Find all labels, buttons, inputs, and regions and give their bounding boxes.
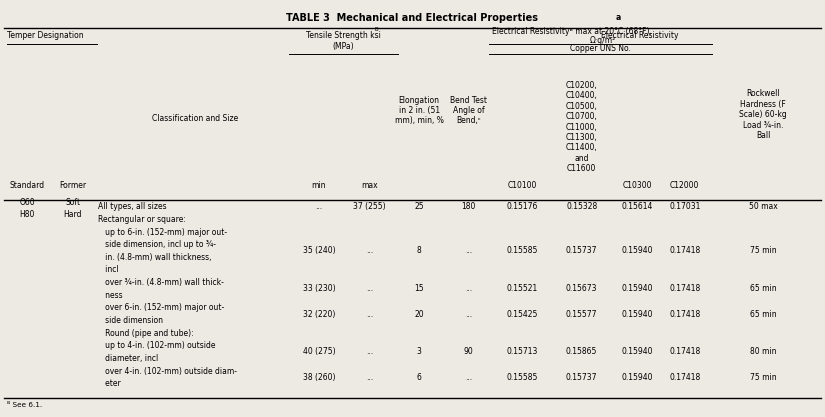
Text: in. (4.8-mm) wall thickness,: in. (4.8-mm) wall thickness, [98, 253, 212, 262]
Text: over 6-in. (152-mm) major out-: over 6-in. (152-mm) major out- [98, 304, 224, 312]
Text: All types, all sizes: All types, all sizes [98, 202, 167, 211]
Text: ...: ... [315, 202, 323, 211]
Text: ...: ... [366, 246, 373, 255]
Text: H80: H80 [20, 211, 35, 219]
Text: 0.15614: 0.15614 [621, 202, 653, 211]
Text: 0.17418: 0.17418 [669, 347, 700, 357]
Text: 0.15585: 0.15585 [507, 373, 538, 382]
Text: 90: 90 [464, 347, 474, 357]
Text: ...: ... [465, 246, 472, 255]
Text: 0.15673: 0.15673 [566, 284, 597, 293]
Text: max: max [361, 181, 378, 190]
Text: Rockwell
Hardness (F
Scale) 60-kg
Load ¾-in.
Ball: Rockwell Hardness (F Scale) 60-kg Load ¾… [739, 89, 787, 140]
Text: up to 4-in. (102-mm) outside: up to 4-in. (102-mm) outside [98, 342, 215, 350]
Text: 0.15737: 0.15737 [566, 246, 597, 255]
Text: 0.15737: 0.15737 [566, 373, 597, 382]
Text: Elongation
in 2 in. (51
mm), min, %: Elongation in 2 in. (51 mm), min, % [394, 95, 444, 126]
Text: 0.15940: 0.15940 [621, 246, 653, 255]
Text: 50 max: 50 max [749, 202, 777, 211]
Text: over 4-in. (102-mm) outside diam-: over 4-in. (102-mm) outside diam- [98, 367, 237, 376]
Text: min: min [312, 181, 326, 190]
Text: side dimension: side dimension [98, 316, 163, 325]
Text: Round (pipe and tube):: Round (pipe and tube): [98, 329, 194, 338]
Text: ...: ... [465, 309, 472, 319]
Text: ness: ness [98, 291, 123, 300]
Text: ...: ... [366, 347, 373, 357]
Text: 20: 20 [414, 309, 424, 319]
Text: 0.17418: 0.17418 [669, 309, 700, 319]
Text: ᴮ See 6.1.: ᴮ See 6.1. [7, 402, 42, 408]
Text: Tensile Strength ksi
(MPa): Tensile Strength ksi (MPa) [306, 31, 381, 50]
Text: 37 (255): 37 (255) [353, 202, 386, 211]
Text: eter: eter [98, 379, 121, 388]
Text: 0.15328: 0.15328 [566, 202, 597, 211]
Text: ...: ... [366, 309, 373, 319]
Text: 38 (260): 38 (260) [303, 373, 335, 382]
Text: 0.15865: 0.15865 [566, 347, 597, 357]
Text: 0.17418: 0.17418 [669, 246, 700, 255]
Text: Standard: Standard [10, 181, 45, 190]
Text: 180: 180 [461, 202, 476, 211]
Text: 75 min: 75 min [750, 373, 776, 382]
Text: 25: 25 [414, 202, 424, 211]
Text: Former: Former [59, 181, 86, 190]
Text: Rectangular or square:: Rectangular or square: [98, 215, 186, 224]
Text: ...: ... [366, 373, 373, 382]
Text: 35 (240): 35 (240) [303, 246, 335, 255]
Text: 0.17418: 0.17418 [669, 284, 700, 293]
Text: Bend Test
Angle of
Bend,ᶜ: Bend Test Angle of Bend,ᶜ [450, 95, 487, 126]
Text: Classification and Size: Classification and Size [152, 114, 238, 123]
Text: Copper UNS No.: Copper UNS No. [570, 45, 631, 53]
Text: 15: 15 [414, 284, 424, 293]
Text: 8: 8 [417, 246, 422, 255]
Text: 0.15425: 0.15425 [507, 309, 538, 319]
Text: side dimension, incl up to ¾-: side dimension, incl up to ¾- [98, 240, 216, 249]
Text: diameter, incl: diameter, incl [98, 354, 158, 363]
Text: 0.15176: 0.15176 [507, 202, 538, 211]
Text: C10300: C10300 [622, 181, 652, 190]
Text: over ¾-in. (4.8-mm) wall thick-: over ¾-in. (4.8-mm) wall thick- [98, 278, 224, 287]
Text: 0.15585: 0.15585 [507, 246, 538, 255]
Text: 65 min: 65 min [750, 309, 776, 319]
Text: 0.15940: 0.15940 [621, 284, 653, 293]
Text: C10200,
C10400,
C10500,
C10700,
C11000,
C11300,
C11400,
and
C11600: C10200, C10400, C10500, C10700, C11000, … [566, 81, 597, 173]
Text: 0.15940: 0.15940 [621, 373, 653, 382]
Text: 75 min: 75 min [750, 246, 776, 255]
Text: Soft: Soft [65, 198, 80, 207]
Text: ...: ... [465, 373, 472, 382]
Text: a: a [615, 13, 621, 22]
Text: 0.15577: 0.15577 [566, 309, 597, 319]
Text: Electrical Resistivity: Electrical Resistivity [601, 31, 678, 40]
Text: O60: O60 [20, 198, 35, 207]
Text: Ω·g/m²: Ω·g/m² [590, 36, 616, 45]
Text: 40 (275): 40 (275) [303, 347, 335, 357]
Text: C12000: C12000 [670, 181, 700, 190]
Text: 0.17031: 0.17031 [669, 202, 700, 211]
Text: Electrical Resistivityᴮ max at 20°C (68°F),: Electrical Resistivityᴮ max at 20°C (68°… [492, 27, 652, 36]
Text: 0.15521: 0.15521 [507, 284, 538, 293]
Text: B: B [375, 27, 379, 32]
Text: 0.15713: 0.15713 [507, 347, 538, 357]
Text: Hard: Hard [64, 211, 82, 219]
Text: ...: ... [465, 284, 472, 293]
Text: 6: 6 [417, 373, 422, 382]
Text: ...: ... [366, 284, 373, 293]
Text: 80 min: 80 min [750, 347, 776, 357]
Text: 0.17418: 0.17418 [669, 373, 700, 382]
Text: TABLE 3  Mechanical and Electrical Properties: TABLE 3 Mechanical and Electrical Proper… [286, 13, 539, 23]
Text: 0.15940: 0.15940 [621, 309, 653, 319]
Text: 32 (220): 32 (220) [303, 309, 335, 319]
Text: up to 6-in. (152-mm) major out-: up to 6-in. (152-mm) major out- [98, 228, 228, 236]
Text: 65 min: 65 min [750, 284, 776, 293]
Text: 3: 3 [417, 347, 422, 357]
Text: 0.15940: 0.15940 [621, 347, 653, 357]
Text: Temper Designation: Temper Designation [7, 31, 83, 40]
Text: 33 (230): 33 (230) [303, 284, 335, 293]
Text: C10100: C10100 [507, 181, 537, 190]
Text: incl: incl [98, 266, 119, 274]
